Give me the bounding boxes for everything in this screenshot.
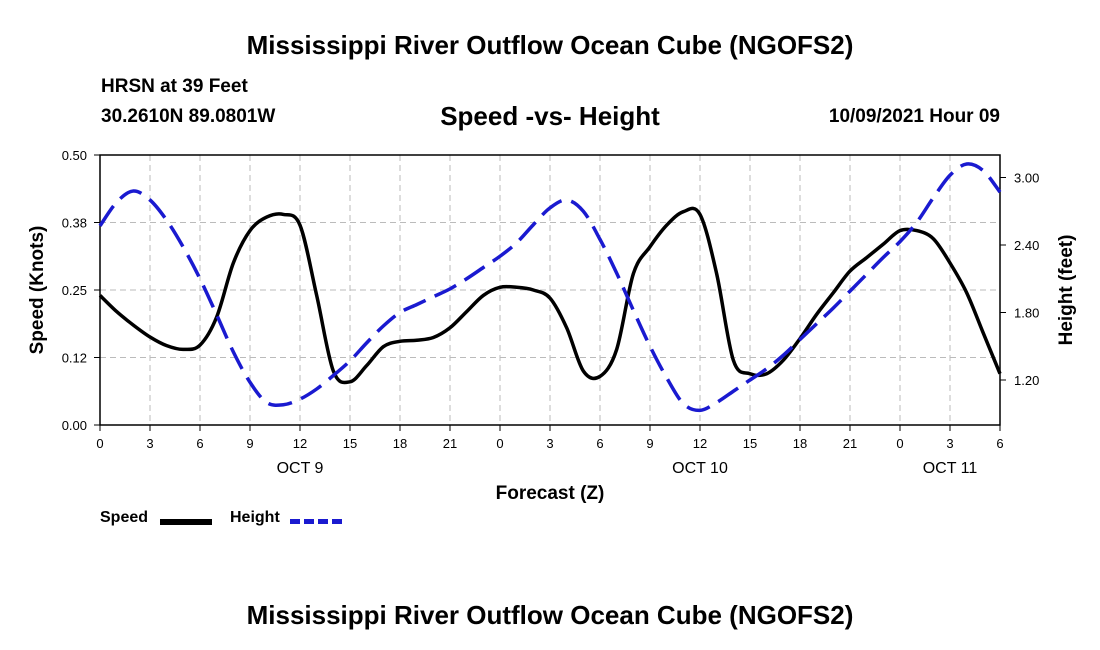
chart-title: Speed -vs- Height bbox=[440, 101, 660, 131]
x-tick-label: 18 bbox=[393, 436, 407, 451]
y2-tick-label: 1.20 bbox=[1014, 373, 1039, 388]
y-axis-title: Speed (Knots) bbox=[27, 226, 48, 355]
x-tick-label: 6 bbox=[196, 436, 203, 451]
x-tick-label: 3 bbox=[546, 436, 553, 451]
x-axis-title: Forecast (Z) bbox=[495, 483, 605, 504]
x-tick-label: 18 bbox=[793, 436, 807, 451]
x-date-label: OCT 9 bbox=[277, 460, 324, 477]
x-tick-label: 0 bbox=[496, 436, 503, 451]
forecast-datetime: 10/09/2021 Hour 09 bbox=[828, 106, 1000, 127]
x-tick-label: 12 bbox=[293, 436, 307, 451]
x-tick-label: 9 bbox=[646, 436, 653, 451]
legend-speed-label: Speed bbox=[100, 509, 149, 526]
x-tick-label: 12 bbox=[693, 436, 707, 451]
y2-tick-label: 2.40 bbox=[1014, 238, 1039, 253]
x-tick-label: 15 bbox=[343, 436, 357, 451]
legend-height-swatch bbox=[290, 519, 342, 524]
y2-axis-title: Height (feet) bbox=[1056, 235, 1077, 346]
x-tick-label: 3 bbox=[146, 436, 153, 451]
legend-speed-swatch bbox=[160, 519, 212, 525]
x-tick-label: 0 bbox=[96, 436, 103, 451]
x-tick-label: 9 bbox=[246, 436, 253, 451]
y2-tick-label: 1.80 bbox=[1014, 306, 1039, 321]
y-tick-label: 0.12 bbox=[62, 351, 87, 366]
x-tick-label: 15 bbox=[743, 436, 757, 451]
x-date-label: OCT 10 bbox=[672, 460, 728, 477]
x-tick-label: 21 bbox=[843, 436, 857, 451]
y2-tick-label: 3.00 bbox=[1014, 171, 1039, 186]
x-tick-label: 21 bbox=[443, 436, 457, 451]
x-date-label: OCT 11 bbox=[923, 460, 978, 477]
y-tick-label: 0.38 bbox=[62, 216, 87, 231]
x-tick-label: 3 bbox=[946, 436, 953, 451]
height-series-line bbox=[98, 162, 1002, 413]
station-label: HRSN at 39 Feet bbox=[101, 76, 248, 97]
bottom-title: Mississippi River Outflow Ocean Cube (NG… bbox=[246, 600, 854, 630]
x-tick-label: 6 bbox=[996, 436, 1003, 451]
y-tick-label: 0.25 bbox=[62, 283, 87, 298]
x-tick-label: 0 bbox=[896, 436, 903, 451]
top-title: Mississippi River Outflow Ocean Cube (NG… bbox=[246, 30, 854, 60]
coordinates-label: 30.2610N 89.0801W bbox=[101, 106, 276, 127]
x-tick-label: 6 bbox=[596, 436, 603, 451]
y-tick-label: 0.00 bbox=[62, 418, 87, 433]
speed-series-line bbox=[98, 206, 1002, 385]
legend-height-label: Height bbox=[230, 509, 280, 526]
y-tick-label: 0.50 bbox=[62, 148, 87, 163]
